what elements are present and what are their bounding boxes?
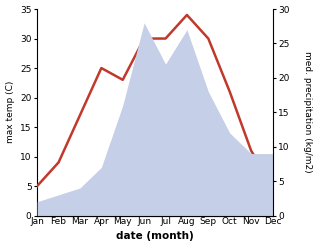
Y-axis label: max temp (C): max temp (C): [5, 81, 15, 144]
X-axis label: date (month): date (month): [116, 231, 194, 242]
Y-axis label: med. precipitation (kg/m2): med. precipitation (kg/m2): [303, 51, 313, 173]
